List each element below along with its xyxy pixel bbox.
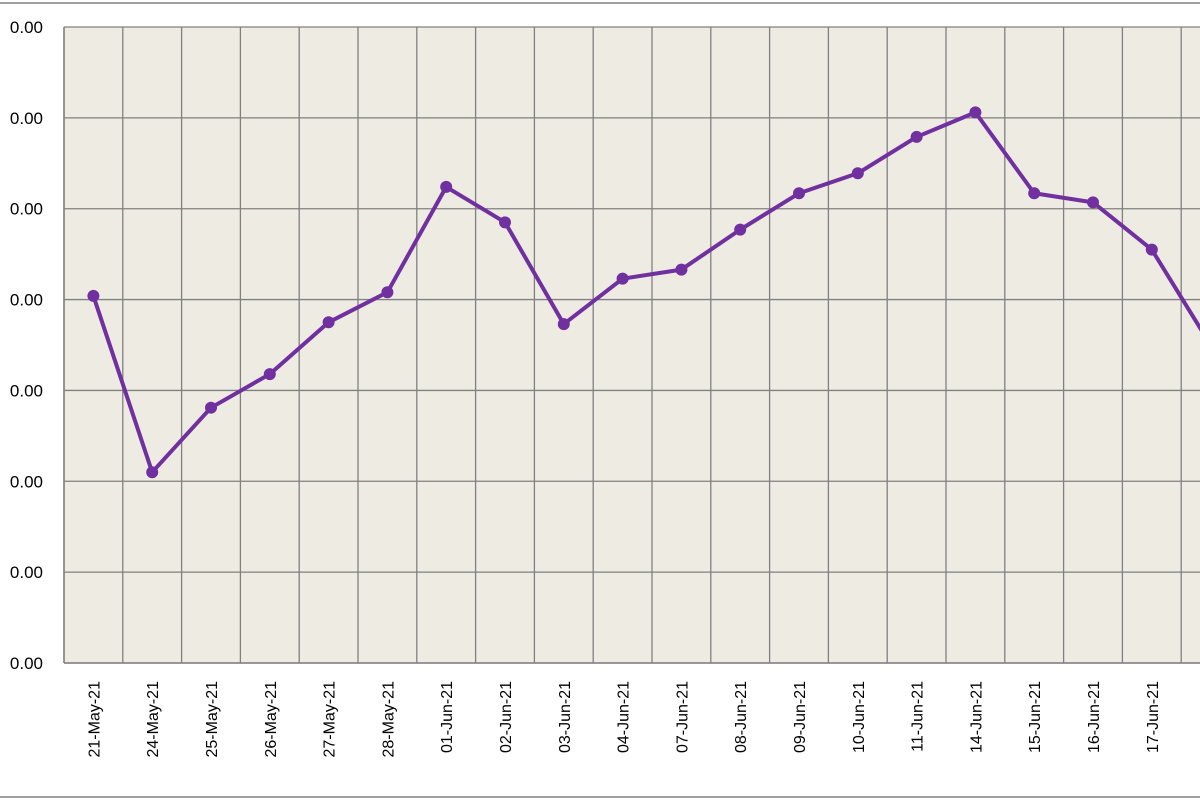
data-point	[381, 286, 394, 299]
x-tick-label: 24-May-21	[145, 681, 162, 758]
data-point	[969, 106, 982, 119]
data-point	[205, 401, 217, 414]
x-tick-label: 03-Jun-21	[557, 681, 574, 753]
data-point	[499, 216, 511, 229]
y-tick-label: 0.00	[10, 472, 43, 491]
x-tick-label: 25-May-21	[204, 681, 221, 758]
y-tick-label: 0.00	[10, 18, 43, 37]
series-group	[87, 106, 1200, 479]
data-point	[793, 187, 805, 200]
data-point	[263, 368, 276, 381]
series-line	[91, 110, 1200, 475]
y-tick-label: 0.00	[10, 654, 43, 673]
x-tick-label: 07-Jun-21	[674, 681, 691, 753]
y-tick-label: 0.00	[10, 200, 43, 219]
data-point	[910, 130, 923, 143]
data-point	[851, 167, 864, 180]
data-point	[1028, 187, 1041, 200]
x-tick-label: 21-May-21	[86, 681, 103, 758]
data-point	[734, 223, 747, 236]
x-tick-label: 14-Jun-21	[968, 681, 985, 753]
x-tick-label: 10-Jun-21	[851, 681, 868, 753]
x-tick-label: 17-Jun-21	[1145, 681, 1162, 753]
y-tick-label: 0.00	[10, 291, 43, 310]
x-axis-labels: 21-May-21 24-May-21 25-May-21 26-May-21 27-M…	[86, 681, 1162, 758]
data-point	[1087, 196, 1099, 209]
data-point	[557, 318, 570, 331]
data-point	[146, 466, 159, 479]
gridlines	[63, 26, 1200, 664]
data-point	[675, 263, 688, 276]
x-tick-label: 04-Jun-21	[616, 681, 633, 753]
data-point	[616, 272, 629, 285]
y-tick-label: 0.00	[10, 109, 43, 128]
x-tick-label: 09-Jun-21	[792, 681, 809, 753]
x-tick-label: 27-May-21	[322, 681, 339, 758]
data-point	[1145, 243, 1158, 256]
x-tick-label: 01-Jun-21	[439, 681, 456, 753]
x-tick-label: 26-May-21	[263, 681, 280, 758]
x-tick-label: 11-Jun-21	[910, 681, 927, 752]
x-tick-label: 28-May-21	[380, 681, 397, 758]
x-tick-label: 16-Jun-21	[1086, 681, 1103, 753]
y-tick-label: 0.00	[10, 381, 43, 400]
x-tick-label: 02-Jun-21	[498, 681, 515, 753]
y-axis-labels: 0.00 0.00 0.00 0.00 0.00 0.00 0.00 0.00	[10, 18, 43, 673]
plot-area	[64, 27, 1200, 663]
x-tick-label: 08-Jun-21	[733, 681, 750, 753]
data-point	[322, 316, 335, 329]
y-tick-label: 0.00	[10, 563, 43, 582]
data-point	[87, 289, 100, 302]
data-point	[440, 180, 453, 193]
x-tick-label: 15-Jun-21	[1027, 681, 1044, 753]
